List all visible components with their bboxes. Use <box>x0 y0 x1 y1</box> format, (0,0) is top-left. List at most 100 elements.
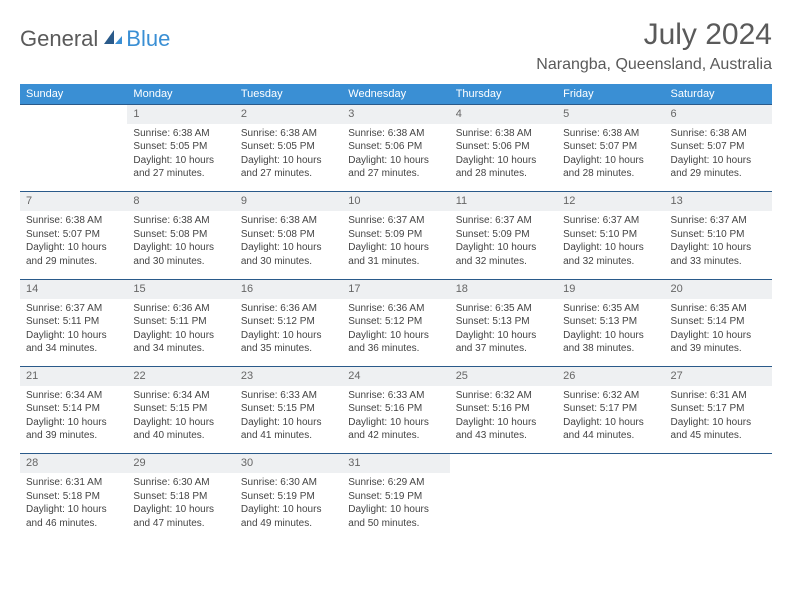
daynum-row: 21222324252627 <box>20 367 772 386</box>
logo-text-general: General <box>20 26 98 52</box>
day1-text: Daylight: 10 hours <box>241 329 336 343</box>
sunset-text: Sunset: 5:06 PM <box>456 140 551 154</box>
sunrise-text: Sunrise: 6:37 AM <box>563 214 658 228</box>
day1-text: Daylight: 10 hours <box>563 416 658 430</box>
day-number-cell: 27 <box>665 367 772 386</box>
day-content-cell: Sunrise: 6:36 AMSunset: 5:12 PMDaylight:… <box>235 299 342 367</box>
calendar-head: Sunday Monday Tuesday Wednesday Thursday… <box>20 84 772 105</box>
calendar-table: Sunday Monday Tuesday Wednesday Thursday… <box>20 84 772 541</box>
day-header-row: Sunday Monday Tuesday Wednesday Thursday… <box>20 84 772 105</box>
sunrise-text: Sunrise: 6:36 AM <box>348 302 443 316</box>
day2-text: and 36 minutes. <box>348 342 443 356</box>
day-content-cell: Sunrise: 6:38 AMSunset: 5:07 PMDaylight:… <box>20 211 127 279</box>
day-content-cell <box>665 473 772 541</box>
day-content-cell: Sunrise: 6:37 AMSunset: 5:09 PMDaylight:… <box>450 211 557 279</box>
day-content-cell: Sunrise: 6:38 AMSunset: 5:05 PMDaylight:… <box>235 124 342 192</box>
sunrise-text: Sunrise: 6:37 AM <box>26 302 121 316</box>
day2-text: and 45 minutes. <box>671 429 766 443</box>
daynum-row: 123456 <box>20 105 772 124</box>
sunrise-text: Sunrise: 6:38 AM <box>26 214 121 228</box>
day-content-cell: Sunrise: 6:38 AMSunset: 5:07 PMDaylight:… <box>665 124 772 192</box>
day-number-cell: 28 <box>20 454 127 473</box>
sunset-text: Sunset: 5:05 PM <box>133 140 228 154</box>
day-number-cell: 29 <box>127 454 234 473</box>
day1-text: Daylight: 10 hours <box>26 503 121 517</box>
sunset-text: Sunset: 5:15 PM <box>133 402 228 416</box>
day-number-cell: 24 <box>342 367 449 386</box>
sunrise-text: Sunrise: 6:38 AM <box>133 214 228 228</box>
day-content-cell: Sunrise: 6:34 AMSunset: 5:14 PMDaylight:… <box>20 386 127 454</box>
day1-text: Daylight: 10 hours <box>26 416 121 430</box>
day2-text: and 40 minutes. <box>133 429 228 443</box>
day-content-cell: Sunrise: 6:34 AMSunset: 5:15 PMDaylight:… <box>127 386 234 454</box>
sunset-text: Sunset: 5:12 PM <box>241 315 336 329</box>
sunset-text: Sunset: 5:13 PM <box>456 315 551 329</box>
day-content-cell: Sunrise: 6:31 AMSunset: 5:17 PMDaylight:… <box>665 386 772 454</box>
sunrise-text: Sunrise: 6:38 AM <box>241 127 336 141</box>
day2-text: and 32 minutes. <box>563 255 658 269</box>
day1-text: Daylight: 10 hours <box>241 241 336 255</box>
day-number-cell: 20 <box>665 279 772 298</box>
sunrise-text: Sunrise: 6:38 AM <box>241 214 336 228</box>
daynum-row: 14151617181920 <box>20 279 772 298</box>
sunrise-text: Sunrise: 6:31 AM <box>671 389 766 403</box>
day1-text: Daylight: 10 hours <box>563 154 658 168</box>
sunrise-text: Sunrise: 6:33 AM <box>241 389 336 403</box>
day-number-cell: 10 <box>342 192 449 211</box>
sunset-text: Sunset: 5:09 PM <box>348 228 443 242</box>
day2-text: and 28 minutes. <box>456 167 551 181</box>
day1-text: Daylight: 10 hours <box>241 503 336 517</box>
day1-text: Daylight: 10 hours <box>671 154 766 168</box>
content-row: Sunrise: 6:34 AMSunset: 5:14 PMDaylight:… <box>20 386 772 454</box>
sunrise-text: Sunrise: 6:38 AM <box>563 127 658 141</box>
day1-text: Daylight: 10 hours <box>26 329 121 343</box>
day2-text: and 30 minutes. <box>241 255 336 269</box>
day1-text: Daylight: 10 hours <box>671 329 766 343</box>
day-content-cell: Sunrise: 6:37 AMSunset: 5:10 PMDaylight:… <box>557 211 664 279</box>
day-number-cell: 22 <box>127 367 234 386</box>
day-content-cell: Sunrise: 6:38 AMSunset: 5:06 PMDaylight:… <box>450 124 557 192</box>
day1-text: Daylight: 10 hours <box>563 241 658 255</box>
sunrise-text: Sunrise: 6:38 AM <box>348 127 443 141</box>
sunset-text: Sunset: 5:07 PM <box>671 140 766 154</box>
sunrise-text: Sunrise: 6:29 AM <box>348 476 443 490</box>
day1-text: Daylight: 10 hours <box>671 241 766 255</box>
calendar-body: 123456Sunrise: 6:38 AMSunset: 5:05 PMDay… <box>20 105 772 542</box>
day-content-cell: Sunrise: 6:30 AMSunset: 5:19 PMDaylight:… <box>235 473 342 541</box>
day2-text: and 49 minutes. <box>241 517 336 531</box>
day2-text: and 30 minutes. <box>133 255 228 269</box>
day-number-cell: 19 <box>557 279 664 298</box>
day2-text: and 31 minutes. <box>348 255 443 269</box>
day-header: Saturday <box>665 84 772 105</box>
sunset-text: Sunset: 5:10 PM <box>671 228 766 242</box>
day-content-cell <box>20 124 127 192</box>
day-header: Thursday <box>450 84 557 105</box>
day1-text: Daylight: 10 hours <box>348 329 443 343</box>
day2-text: and 27 minutes. <box>348 167 443 181</box>
day-content-cell: Sunrise: 6:36 AMSunset: 5:12 PMDaylight:… <box>342 299 449 367</box>
logo: General Blue <box>20 26 170 52</box>
day-number-cell <box>665 454 772 473</box>
day-content-cell <box>557 473 664 541</box>
day-number-cell: 30 <box>235 454 342 473</box>
day-number-cell: 11 <box>450 192 557 211</box>
sunset-text: Sunset: 5:08 PM <box>133 228 228 242</box>
day-number-cell: 23 <box>235 367 342 386</box>
sunrise-text: Sunrise: 6:36 AM <box>241 302 336 316</box>
day-number-cell: 25 <box>450 367 557 386</box>
day-content-cell: Sunrise: 6:38 AMSunset: 5:06 PMDaylight:… <box>342 124 449 192</box>
day-number-cell: 9 <box>235 192 342 211</box>
sunrise-text: Sunrise: 6:38 AM <box>133 127 228 141</box>
sunrise-text: Sunrise: 6:30 AM <box>133 476 228 490</box>
day-content-cell: Sunrise: 6:29 AMSunset: 5:19 PMDaylight:… <box>342 473 449 541</box>
sunset-text: Sunset: 5:08 PM <box>241 228 336 242</box>
sunset-text: Sunset: 5:17 PM <box>563 402 658 416</box>
day2-text: and 34 minutes. <box>133 342 228 356</box>
content-row: Sunrise: 6:37 AMSunset: 5:11 PMDaylight:… <box>20 299 772 367</box>
day1-text: Daylight: 10 hours <box>348 241 443 255</box>
day-content-cell: Sunrise: 6:30 AMSunset: 5:18 PMDaylight:… <box>127 473 234 541</box>
day2-text: and 27 minutes. <box>133 167 228 181</box>
daynum-row: 78910111213 <box>20 192 772 211</box>
day1-text: Daylight: 10 hours <box>133 503 228 517</box>
sunset-text: Sunset: 5:07 PM <box>563 140 658 154</box>
